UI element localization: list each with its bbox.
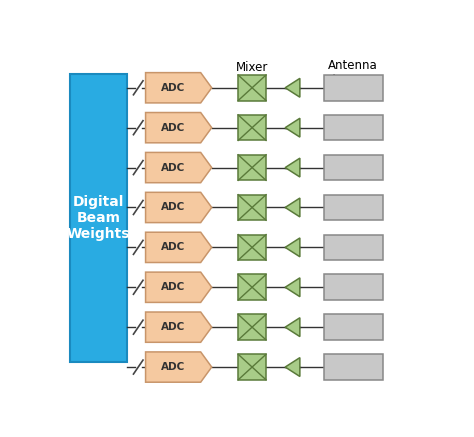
Bar: [324, 235, 383, 260]
Text: ADC: ADC: [161, 243, 185, 252]
Bar: [324, 274, 383, 300]
Bar: [238, 235, 266, 260]
Polygon shape: [285, 238, 300, 257]
Bar: [324, 354, 383, 380]
Bar: [324, 194, 383, 220]
Polygon shape: [285, 78, 300, 97]
Text: ADC: ADC: [161, 123, 185, 133]
Polygon shape: [146, 232, 212, 263]
Polygon shape: [285, 158, 300, 177]
Text: Digital
Beam
Weights: Digital Beam Weights: [67, 195, 130, 241]
Bar: [238, 194, 266, 220]
Bar: [324, 75, 383, 101]
Text: Mixer: Mixer: [236, 61, 268, 74]
Bar: [324, 314, 383, 340]
Bar: [324, 155, 383, 180]
Bar: [238, 75, 266, 101]
Text: ADC: ADC: [161, 362, 185, 372]
Text: ADC: ADC: [161, 202, 185, 212]
Polygon shape: [285, 278, 300, 297]
Polygon shape: [146, 312, 212, 342]
Text: ADC: ADC: [161, 83, 185, 93]
Polygon shape: [285, 318, 300, 336]
Bar: [238, 274, 266, 300]
Bar: [238, 314, 266, 340]
Bar: [238, 115, 266, 140]
Polygon shape: [285, 118, 300, 137]
Polygon shape: [285, 357, 300, 377]
Polygon shape: [146, 192, 212, 222]
Text: ADC: ADC: [161, 163, 185, 173]
Bar: [238, 155, 266, 180]
Text: ADC: ADC: [161, 282, 185, 292]
Bar: [70, 74, 127, 362]
Polygon shape: [146, 73, 212, 103]
Polygon shape: [146, 272, 212, 302]
Bar: [238, 354, 266, 380]
Polygon shape: [146, 352, 212, 382]
Polygon shape: [285, 198, 300, 217]
Bar: [324, 115, 383, 140]
Text: Antenna
Elements: Antenna Elements: [326, 59, 381, 87]
Polygon shape: [146, 112, 212, 143]
Polygon shape: [146, 153, 212, 183]
Text: ADC: ADC: [161, 322, 185, 332]
